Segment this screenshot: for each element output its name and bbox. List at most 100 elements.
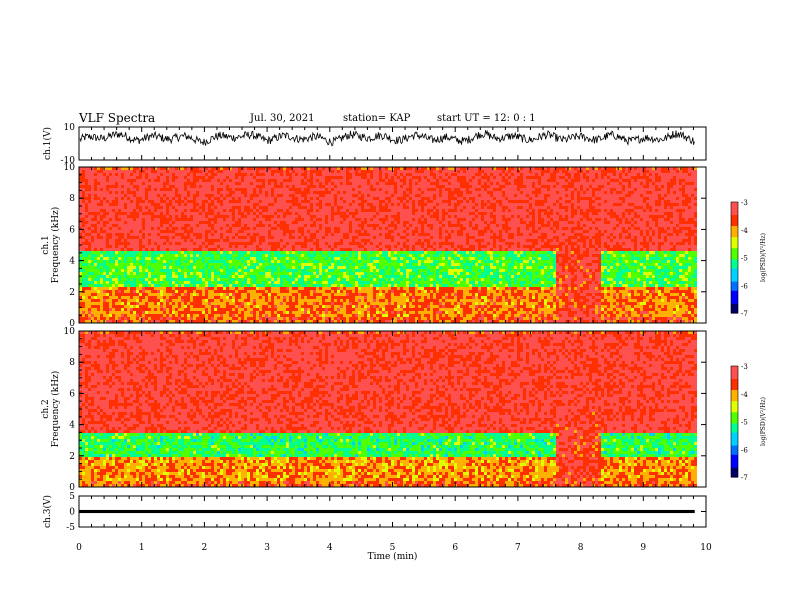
colorbar-segment (731, 288, 738, 292)
colorbar-segment (731, 390, 738, 393)
x-tick-label: 2 (202, 543, 208, 553)
colorbar-segment (731, 246, 738, 249)
colorbar-segment (731, 264, 738, 268)
y-axis-label: ch.2 (41, 399, 51, 418)
colorbar-segment (731, 276, 738, 279)
x-axis-label: Time (min) (368, 551, 418, 562)
colorbar-tick-label: -4 (741, 391, 748, 399)
chart-title: VLF Spectra (79, 111, 155, 125)
colorbar-segment (731, 432, 738, 436)
colorbar-segment (731, 283, 738, 286)
colorbar-segment (731, 367, 738, 371)
colorbar-segment (731, 419, 738, 423)
colorbar-tick-label: -4 (741, 227, 748, 235)
colorbar-segment (731, 290, 738, 294)
y-tick-label: 0 (69, 508, 75, 518)
colorbar-tick-label: -3 (741, 363, 748, 371)
colorbar-segment (731, 220, 738, 223)
colorbar-segment (731, 465, 738, 469)
colorbar-segment (731, 209, 738, 212)
colorbar-segment (731, 250, 738, 253)
x-tick-label: 4 (327, 543, 333, 553)
colorbar-tick-label: -5 (741, 255, 748, 263)
colorbar-segment (731, 239, 738, 242)
colorbar-segment (731, 373, 738, 376)
x-tick-label: 0 (76, 543, 82, 553)
colorbar-segment (731, 237, 738, 240)
colorbar-segment (731, 406, 738, 410)
colorbar-segment (731, 458, 738, 461)
colorbar-segment (731, 371, 738, 374)
colorbar-segment (731, 415, 738, 419)
colorbar-tick-label: -3 (741, 199, 748, 207)
colorbar-segment (731, 214, 738, 218)
x-tick-label: 10 (700, 543, 712, 553)
colorbar-segment (731, 303, 738, 307)
spectrogram-1 (79, 167, 697, 323)
colorbar-segment (731, 469, 738, 473)
colorbar-segment (731, 460, 738, 463)
y-tick-label: 0 (69, 319, 75, 329)
x-tick-label: 5 (390, 543, 396, 553)
y-tick-label: -10 (61, 156, 76, 166)
colorbar-segment (731, 222, 738, 225)
colorbar-segment (731, 211, 738, 214)
colorbar-segment (731, 298, 738, 301)
colorbar-segment (731, 428, 738, 432)
y-tick-label: 5 (69, 492, 75, 502)
x-tick-label: 6 (452, 543, 458, 553)
colorbar-segment (731, 261, 738, 264)
colorbar-segment (731, 259, 738, 262)
date-label: Jul. 30, 2021 (250, 113, 315, 124)
y-tick-label: -5 (66, 523, 75, 533)
colorbar-segment (731, 380, 738, 384)
y-tick-label: 8 (69, 194, 75, 204)
station-label: station= KAP (343, 113, 410, 124)
colorbar-segment (731, 384, 738, 387)
y-tick-label: 6 (69, 225, 75, 235)
colorbar-segment (731, 226, 738, 229)
y-tick-label: 10 (64, 163, 76, 173)
colorbar-segment (731, 281, 738, 284)
colorbar-label: log(PSD)(V²/Hz) (760, 397, 767, 446)
colorbar-segment (731, 287, 738, 290)
colorbar-segment (731, 440, 738, 443)
colorbar-segment (731, 294, 738, 297)
x-tick-label: 1 (139, 543, 145, 553)
colorbar-segment (731, 417, 738, 421)
y-tick-label: 4 (69, 257, 75, 267)
colorbar-segment (731, 401, 738, 404)
y-axis-label: Frequency (kHz) (50, 207, 61, 284)
colorbar-segment (731, 386, 738, 389)
colorbar-tick-label: -5 (741, 419, 748, 427)
colorbar-label: log(PSD)(V²/Hz) (760, 233, 767, 282)
colorbar-segment (731, 229, 738, 233)
colorbar-segment (731, 205, 738, 209)
colorbar-segment (731, 462, 738, 465)
colorbar-segment (731, 369, 738, 373)
y-axis-label: ch.3(V) (42, 495, 53, 528)
spectrogram-2 (79, 331, 697, 487)
colorbar-segment (731, 285, 738, 288)
colorbar-segment (731, 279, 738, 283)
colorbar-segment (731, 414, 738, 417)
colorbar-segment (731, 423, 738, 426)
colorbar-segment (731, 309, 738, 312)
colorbar-segment (731, 218, 738, 222)
colorbar-segment (731, 443, 738, 447)
colorbar-segment (731, 395, 738, 399)
colorbar-segment (731, 268, 738, 272)
y-tick-label: 2 (69, 288, 75, 298)
colorbar-segment (731, 263, 738, 266)
colorbar-segment (731, 224, 738, 227)
colorbar-segment (731, 244, 738, 247)
x-tick-label: 9 (640, 543, 646, 553)
y-axis-label: ch.1(V) (42, 127, 53, 160)
colorbar-segment (731, 231, 738, 235)
colorbar-tick-label: -7 (741, 310, 748, 318)
colorbar-segment (731, 377, 738, 380)
colorbar-segment (731, 255, 738, 259)
colorbar-segment (731, 421, 738, 424)
colorbar-segment (731, 399, 738, 402)
